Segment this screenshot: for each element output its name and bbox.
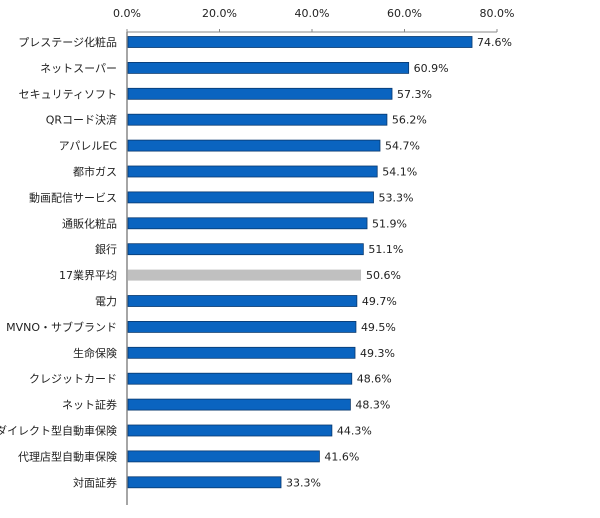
data-label: 48.6% — [357, 373, 392, 386]
category-label: 電力 — [95, 295, 117, 308]
bar-average — [128, 269, 362, 281]
category-label: MVNO・サブブランド — [6, 320, 117, 334]
bar — [127, 476, 282, 489]
data-label: 74.6% — [477, 36, 512, 49]
bar — [127, 217, 368, 230]
category-label: 代理店型自動車保険 — [18, 449, 117, 463]
category-label: ネットスーパー — [40, 62, 117, 75]
bar — [127, 398, 351, 411]
category-label: ダイレクト型自動車保険 — [0, 424, 117, 438]
bar — [127, 36, 473, 48]
data-label: 44.3% — [337, 425, 372, 438]
x-tick-label: 20.0% — [202, 7, 237, 20]
category-label: 通販化粧品 — [62, 216, 117, 230]
data-label: 51.1% — [368, 243, 403, 256]
data-label: 56.2% — [392, 114, 427, 127]
bar — [127, 165, 378, 178]
bar — [127, 450, 320, 463]
category-label: 都市ガス — [73, 165, 117, 179]
data-label: 50.6% — [366, 269, 401, 282]
data-label: 49.5% — [361, 321, 396, 334]
data-label: 49.7% — [362, 295, 397, 308]
bar — [127, 139, 381, 152]
bar — [127, 62, 410, 74]
data-label: 54.1% — [382, 166, 417, 179]
category-label: 17業界平均 — [59, 269, 117, 282]
data-label: 57.3% — [397, 88, 432, 101]
x-tick-label: 40.0% — [295, 7, 330, 20]
bar — [127, 191, 374, 204]
bar — [127, 243, 364, 256]
x-tick-label: 80.0% — [480, 7, 515, 20]
data-label: 41.6% — [324, 450, 359, 463]
data-label: 53.3% — [379, 191, 414, 204]
category-label: アパレルEC — [59, 140, 118, 153]
x-tick-label: 0.0% — [113, 7, 141, 20]
category-label: 生命保険 — [73, 346, 117, 360]
bar — [127, 320, 357, 333]
bar — [127, 372, 353, 385]
data-label: 33.3% — [286, 476, 321, 489]
category-label: 対面証券 — [73, 475, 117, 489]
category-label: 銀行 — [95, 242, 117, 256]
x-tick-label: 60.0% — [387, 7, 422, 20]
data-label: 49.3% — [360, 347, 395, 360]
data-label: 51.9% — [372, 217, 407, 230]
bar — [127, 113, 388, 126]
category-label: QRコード決済 — [46, 113, 117, 127]
data-label: 48.3% — [355, 399, 390, 412]
category-label: セキュリティソフト — [19, 88, 117, 101]
bar — [127, 87, 393, 100]
bar — [127, 295, 358, 307]
data-label: 54.7% — [385, 140, 420, 153]
data-label: 60.9% — [414, 62, 449, 75]
category-label: 動画配信サービス — [29, 190, 117, 204]
bar — [127, 424, 333, 437]
bar — [127, 346, 356, 359]
category-label: プレステージ化粧品 — [18, 35, 117, 49]
category-label: クレジットカード — [29, 373, 117, 386]
category-label: ネット証券 — [62, 398, 117, 412]
